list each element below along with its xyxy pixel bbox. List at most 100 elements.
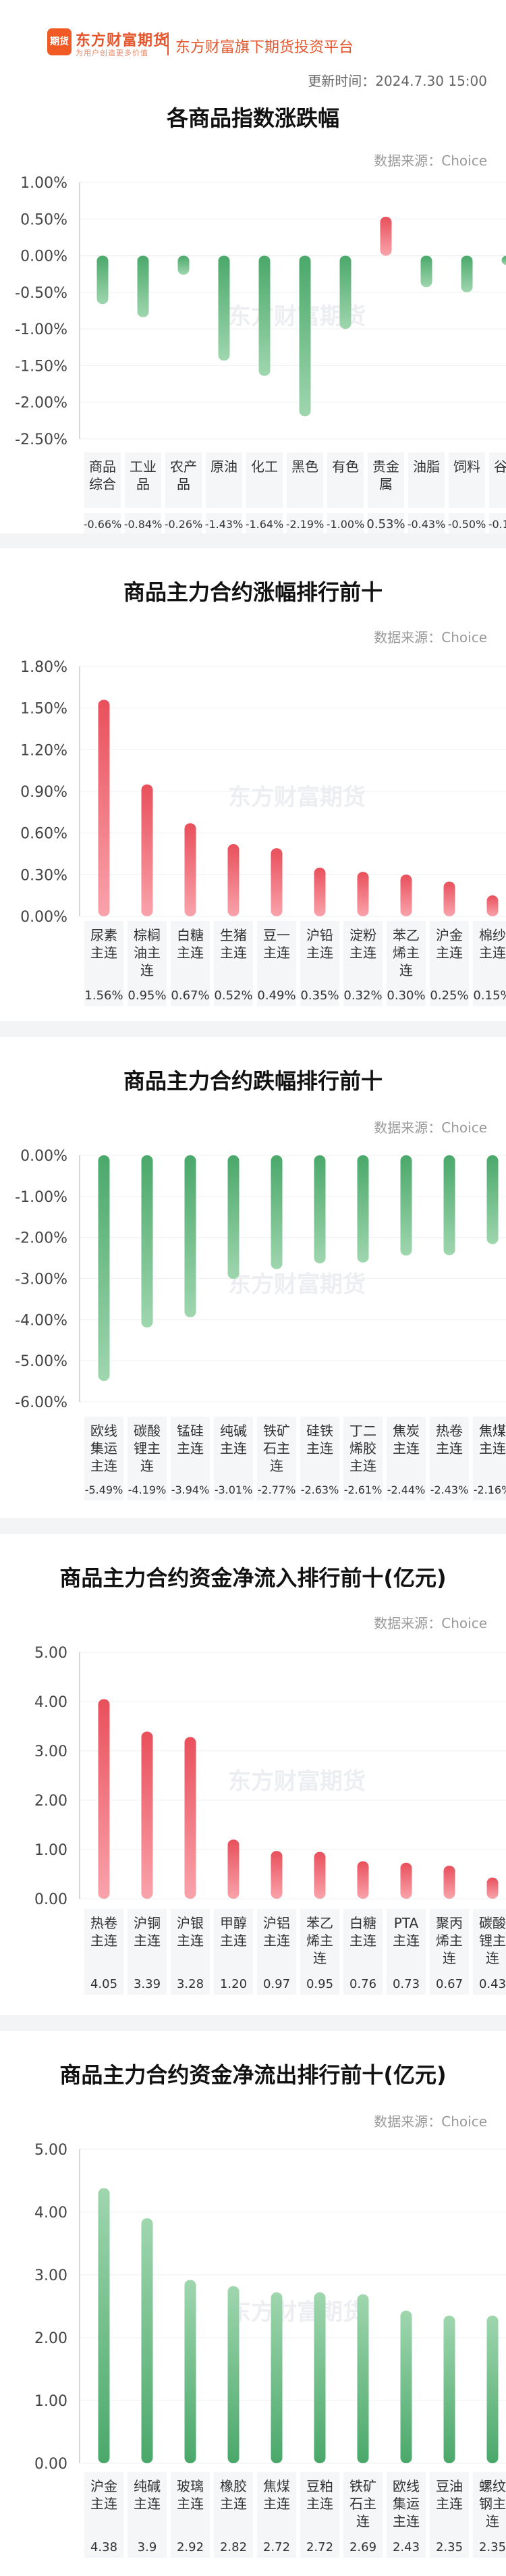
value-label-box bbox=[165, 513, 202, 533]
y-tick-label: -4.00% bbox=[15, 1312, 67, 1329]
bar bbox=[271, 848, 283, 916]
data-label: 0.67% bbox=[171, 989, 209, 1003]
x-tick-label: 苯乙烯主连 bbox=[306, 1915, 333, 1966]
header-divider bbox=[167, 32, 169, 55]
bar bbox=[96, 255, 109, 305]
value-label-box bbox=[171, 1973, 210, 1995]
x-tick-label: 贵金属 bbox=[372, 458, 399, 492]
x-tick-label-line: 连 bbox=[270, 1458, 283, 1474]
x-tick-label-line: 主连 bbox=[177, 945, 204, 961]
x-tick-label-line: 连 bbox=[140, 1458, 154, 1474]
category-label-box bbox=[128, 1417, 167, 1484]
data-label: 0.95% bbox=[128, 989, 166, 1003]
category-label-box bbox=[473, 2472, 506, 2540]
chart-svg: 东方财富期货1.00%0.50%0.00%-0.50%-1.00%-1.50%-… bbox=[15, 175, 506, 533]
x-tick-label-line: 沪铝 bbox=[263, 1915, 290, 1931]
bar bbox=[486, 1877, 499, 1899]
x-tick-label-line: 石主 bbox=[349, 2496, 376, 2512]
y-tick-label: 1.00 bbox=[34, 2393, 67, 2410]
logo-slogan: 为用户创造更多价值 bbox=[76, 49, 148, 57]
bar bbox=[443, 2315, 455, 2463]
x-tick-label-line: 化工 bbox=[251, 458, 278, 475]
value-label-box bbox=[387, 984, 426, 1006]
category-label-box bbox=[128, 2472, 167, 2540]
bar bbox=[357, 2294, 369, 2463]
x-tick-label-line: 集运 bbox=[90, 1440, 117, 1456]
category-label-box bbox=[343, 2472, 383, 2540]
x-tick-label-line: 沪铜 bbox=[134, 1915, 161, 1931]
x-tick-label-line: 沪银 bbox=[177, 1915, 204, 1931]
category-label-box bbox=[430, 1417, 469, 1484]
value-label-box bbox=[128, 2536, 167, 2558]
y-tick-label: 2.00 bbox=[34, 1793, 67, 1810]
x-tick-label: 豆一主连 bbox=[263, 927, 290, 961]
data-label: -0.13% bbox=[488, 518, 506, 531]
data-label: 2.82 bbox=[220, 2540, 247, 2554]
x-tick-label-line: 铁矿 bbox=[263, 1423, 290, 1439]
bar bbox=[271, 1155, 283, 1269]
x-tick-label-line: 主连 bbox=[263, 945, 290, 961]
x-tick-label-line: 主连 bbox=[306, 1440, 333, 1456]
data-label: -2.43% bbox=[430, 1483, 469, 1496]
category-label-box bbox=[171, 2472, 210, 2540]
data-label: -0.50% bbox=[448, 518, 486, 531]
x-tick-label: 纯碱主连 bbox=[220, 1423, 247, 1456]
bar bbox=[299, 255, 311, 417]
x-tick-label: PTA 主连 bbox=[393, 1915, 420, 1949]
x-tick-label: 沪金主连 bbox=[90, 2478, 117, 2512]
chart-panel-top-losers: 商品主力合约跌幅排行前十 数据来源：Choice 东方财富期货 0.00% -1.0… bbox=[0, 1037, 506, 1518]
logo-icon: 期货 bbox=[47, 28, 72, 55]
x-tick-label-line: 谷物 bbox=[494, 458, 506, 475]
x-tick-label-line: 主连 bbox=[220, 945, 247, 961]
x-tick-label-line: 生猪 bbox=[220, 927, 247, 943]
category-label-box bbox=[84, 1909, 123, 1976]
category-label-box bbox=[387, 2472, 426, 2540]
y-tick-label: 0.90% bbox=[20, 784, 67, 801]
bar bbox=[443, 1155, 455, 1255]
y-tick-label: 0.00 bbox=[34, 2456, 67, 2473]
category-label-box bbox=[171, 1417, 210, 1484]
x-tick-label-line: 主连 bbox=[479, 945, 506, 961]
data-label: 0.35% bbox=[300, 989, 339, 1003]
x-tick-label-line: 锰硅 bbox=[177, 1423, 204, 1439]
data-label: -1.43% bbox=[205, 518, 244, 531]
x-tick-label-line: 白糖 bbox=[177, 927, 204, 943]
value-label-box bbox=[343, 2536, 383, 2558]
chart-svg: 东方财富期货 5.00 4.00 3.00 2.00 1.00 0.00 热卷主连 4.05 沪铜… bbox=[34, 1645, 506, 1995]
category-label-box bbox=[165, 452, 202, 508]
data-label: 0.97 bbox=[263, 1977, 290, 1991]
x-tick-label-line: 尿素 bbox=[90, 927, 117, 943]
bar bbox=[486, 1155, 499, 1244]
y-tick-label: 1.80% bbox=[20, 659, 67, 676]
value-label-box bbox=[257, 1479, 296, 1500]
bar bbox=[184, 1155, 196, 1317]
x-tick-label-line: 连 bbox=[486, 1950, 499, 1966]
category-label-box bbox=[473, 1909, 506, 1976]
data-label: 0.43 bbox=[479, 1977, 506, 1991]
bar bbox=[98, 2188, 110, 2463]
y-tick-label: 5.00 bbox=[34, 1645, 67, 1662]
category-label-box bbox=[430, 1909, 469, 1976]
bar bbox=[141, 784, 153, 916]
data-label: 1.56% bbox=[84, 989, 123, 1003]
value-label-box bbox=[84, 1479, 123, 1500]
x-tick-label-line: 烯主 bbox=[393, 945, 420, 961]
x-tick-label-line: 丁二 bbox=[349, 1423, 376, 1439]
x-tick-label: 豆粕主连 bbox=[306, 2478, 333, 2512]
y-tick-label: 1.00% bbox=[20, 175, 67, 192]
x-tick-label: 玻璃主连 bbox=[177, 2478, 204, 2512]
category-label-box bbox=[171, 921, 210, 989]
bar bbox=[461, 255, 473, 292]
value-label-box bbox=[300, 1479, 339, 1500]
category-label-box bbox=[387, 921, 426, 989]
category-label-box bbox=[343, 1909, 383, 1976]
value-label-box bbox=[430, 984, 469, 1006]
x-tick-label: 欧线集运主连 bbox=[90, 1423, 117, 1474]
x-tick-label-line: 石主 bbox=[263, 1440, 290, 1456]
value-label-box bbox=[387, 2536, 426, 2558]
bar bbox=[314, 1155, 326, 1263]
category-label-box bbox=[300, 1417, 339, 1484]
bar bbox=[227, 2286, 240, 2463]
bar bbox=[443, 1866, 455, 1899]
category-label-box bbox=[287, 452, 323, 508]
